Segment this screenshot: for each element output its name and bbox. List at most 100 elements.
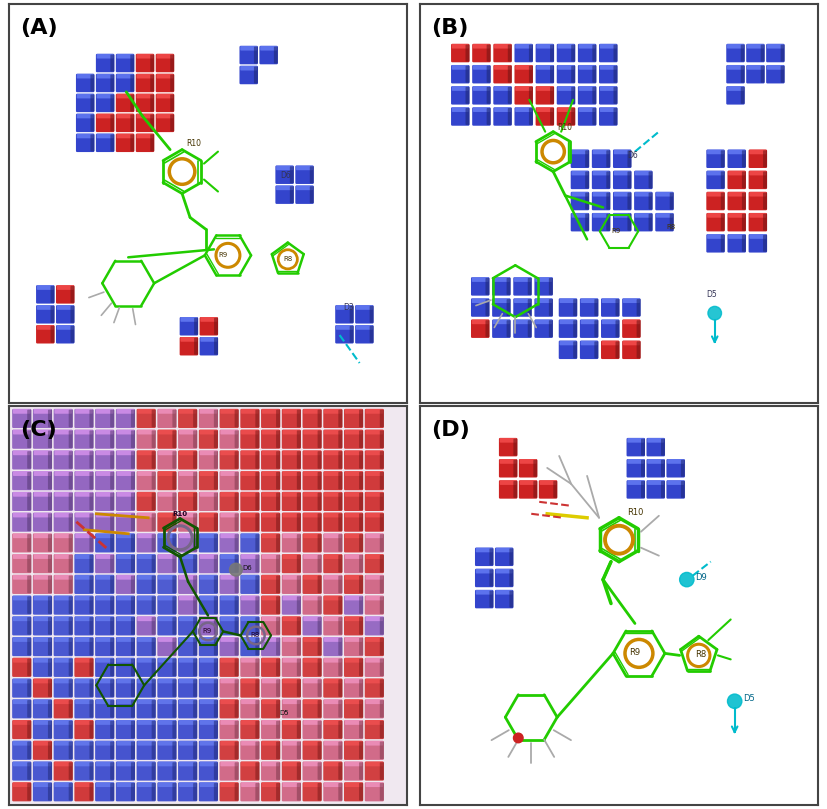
FancyBboxPatch shape [304, 554, 321, 559]
FancyBboxPatch shape [241, 451, 260, 469]
FancyBboxPatch shape [89, 700, 93, 718]
FancyBboxPatch shape [345, 637, 362, 642]
FancyBboxPatch shape [283, 451, 300, 455]
FancyBboxPatch shape [75, 761, 93, 766]
FancyBboxPatch shape [110, 762, 114, 780]
FancyBboxPatch shape [69, 596, 73, 614]
FancyBboxPatch shape [261, 782, 280, 802]
FancyBboxPatch shape [514, 320, 532, 338]
FancyBboxPatch shape [27, 700, 31, 718]
FancyBboxPatch shape [12, 761, 31, 781]
FancyBboxPatch shape [34, 658, 51, 663]
FancyBboxPatch shape [172, 783, 176, 801]
FancyBboxPatch shape [261, 451, 280, 469]
FancyBboxPatch shape [90, 74, 94, 91]
FancyBboxPatch shape [89, 762, 93, 780]
FancyBboxPatch shape [199, 513, 218, 518]
FancyBboxPatch shape [499, 459, 518, 477]
FancyBboxPatch shape [276, 185, 293, 190]
FancyBboxPatch shape [289, 167, 294, 183]
FancyBboxPatch shape [151, 659, 155, 676]
FancyBboxPatch shape [220, 658, 238, 663]
FancyBboxPatch shape [220, 741, 238, 746]
FancyBboxPatch shape [96, 761, 113, 766]
FancyBboxPatch shape [220, 471, 238, 476]
FancyBboxPatch shape [318, 762, 322, 780]
FancyBboxPatch shape [742, 193, 746, 210]
FancyBboxPatch shape [324, 741, 342, 746]
FancyBboxPatch shape [297, 742, 301, 759]
FancyBboxPatch shape [220, 720, 239, 739]
FancyBboxPatch shape [748, 171, 767, 189]
FancyBboxPatch shape [194, 742, 197, 759]
FancyBboxPatch shape [613, 150, 632, 168]
FancyBboxPatch shape [276, 617, 280, 634]
FancyBboxPatch shape [34, 782, 51, 787]
FancyBboxPatch shape [33, 409, 52, 428]
FancyBboxPatch shape [69, 472, 73, 489]
FancyBboxPatch shape [157, 575, 176, 594]
FancyBboxPatch shape [667, 459, 685, 477]
FancyBboxPatch shape [37, 285, 54, 290]
FancyBboxPatch shape [706, 192, 724, 210]
FancyBboxPatch shape [661, 481, 665, 498]
FancyBboxPatch shape [136, 595, 155, 615]
FancyBboxPatch shape [365, 492, 384, 511]
FancyBboxPatch shape [97, 54, 113, 58]
FancyBboxPatch shape [262, 761, 280, 766]
FancyBboxPatch shape [614, 171, 631, 176]
FancyBboxPatch shape [359, 762, 363, 780]
FancyBboxPatch shape [706, 213, 724, 231]
FancyBboxPatch shape [304, 741, 321, 746]
FancyBboxPatch shape [749, 234, 767, 239]
FancyBboxPatch shape [136, 54, 155, 72]
FancyBboxPatch shape [151, 762, 155, 780]
FancyBboxPatch shape [74, 658, 93, 677]
FancyBboxPatch shape [96, 679, 113, 684]
FancyBboxPatch shape [117, 492, 134, 497]
FancyBboxPatch shape [637, 320, 641, 337]
FancyBboxPatch shape [613, 192, 632, 210]
FancyBboxPatch shape [345, 513, 362, 518]
FancyBboxPatch shape [318, 680, 322, 697]
FancyBboxPatch shape [34, 575, 51, 579]
FancyBboxPatch shape [707, 213, 724, 218]
FancyBboxPatch shape [338, 700, 342, 718]
FancyBboxPatch shape [297, 451, 301, 468]
FancyBboxPatch shape [33, 492, 52, 511]
FancyBboxPatch shape [199, 554, 218, 559]
FancyBboxPatch shape [297, 637, 301, 655]
FancyBboxPatch shape [136, 492, 155, 511]
FancyBboxPatch shape [48, 637, 52, 655]
FancyBboxPatch shape [131, 721, 135, 739]
FancyBboxPatch shape [110, 534, 114, 552]
FancyBboxPatch shape [323, 782, 342, 802]
FancyBboxPatch shape [282, 595, 301, 615]
FancyBboxPatch shape [241, 513, 260, 532]
FancyBboxPatch shape [55, 554, 72, 559]
FancyBboxPatch shape [359, 659, 363, 676]
FancyBboxPatch shape [727, 65, 744, 70]
FancyBboxPatch shape [137, 492, 155, 497]
FancyBboxPatch shape [12, 741, 31, 760]
FancyBboxPatch shape [634, 213, 653, 231]
FancyBboxPatch shape [303, 720, 322, 739]
FancyBboxPatch shape [579, 108, 595, 112]
FancyBboxPatch shape [380, 576, 384, 593]
FancyBboxPatch shape [220, 575, 239, 594]
FancyBboxPatch shape [261, 575, 280, 594]
FancyBboxPatch shape [571, 44, 576, 61]
FancyBboxPatch shape [13, 616, 31, 621]
FancyBboxPatch shape [599, 65, 618, 83]
FancyBboxPatch shape [324, 679, 342, 684]
FancyBboxPatch shape [721, 193, 724, 210]
FancyBboxPatch shape [324, 513, 342, 518]
FancyBboxPatch shape [637, 341, 641, 358]
FancyBboxPatch shape [75, 720, 93, 725]
FancyBboxPatch shape [116, 113, 134, 132]
FancyBboxPatch shape [486, 66, 490, 83]
FancyBboxPatch shape [303, 533, 322, 553]
FancyBboxPatch shape [13, 513, 31, 518]
FancyBboxPatch shape [648, 193, 653, 210]
FancyBboxPatch shape [50, 286, 55, 303]
